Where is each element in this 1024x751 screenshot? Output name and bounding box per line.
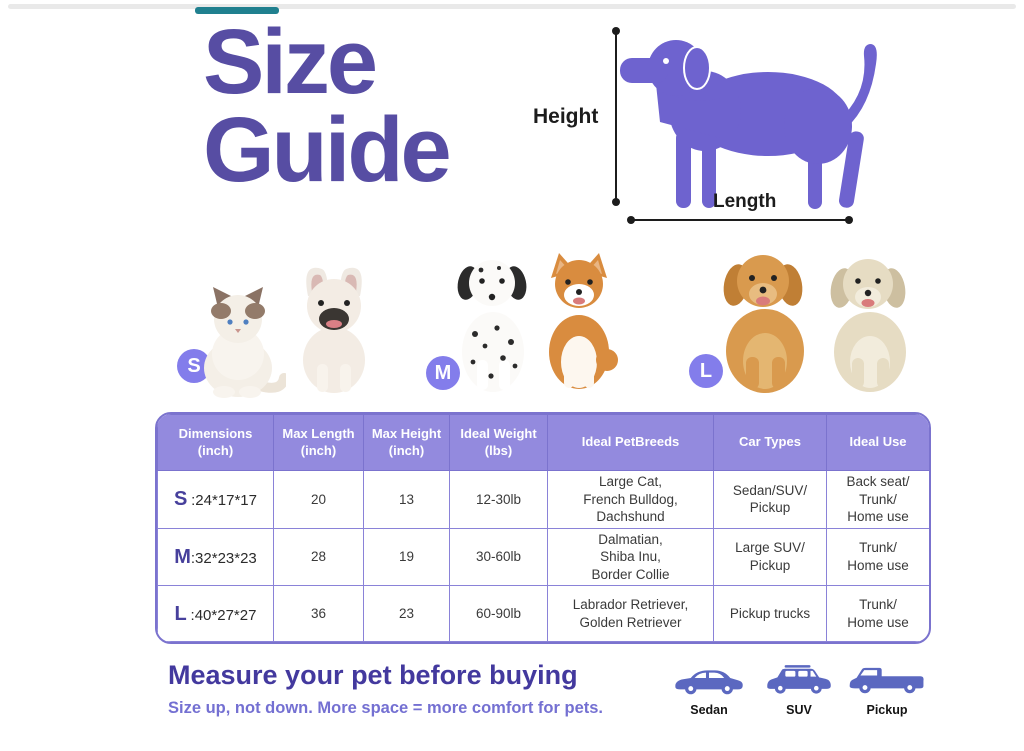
cell-car-types: Pickup trucks (713, 585, 827, 643)
vehicle-suv: SUV (763, 662, 835, 717)
table-row-m: M:32*23*23 28 19 30-60lb Dalmatian, Shib… (157, 527, 929, 587)
cell-max-length: 36 (273, 585, 364, 643)
pickup-label: Pickup (866, 703, 908, 717)
cell-ideal-use: Trunk/ Home use (826, 585, 929, 643)
table-row-l: L :40*27*27 36 23 60-90lb Labrador Retri… (157, 585, 929, 643)
cell-ideal-weight: 60-90lb (449, 585, 548, 643)
size-letter-l: L (174, 602, 187, 625)
sedan-label: Sedan (690, 703, 728, 717)
header-max-height: Max Height (inch) (363, 414, 450, 471)
cell-ideal-use: Trunk/ Home use (826, 527, 929, 587)
suv-label: SUV (786, 703, 812, 717)
title-line-1: Size (203, 11, 378, 113)
cell-max-height: 13 (363, 470, 450, 529)
title-line-2: Guide (203, 99, 452, 201)
pickup-icon (849, 667, 924, 694)
vehicle-pickup: Pickup (846, 660, 928, 717)
footer-heading: Measure your pet before buying (168, 660, 578, 690)
golden-retriever-image (723, 255, 804, 393)
cell-ideal-use: Back seat/ Trunk/ Home use (826, 470, 929, 529)
cell-max-length: 28 (273, 527, 364, 587)
dalmatian-image (457, 260, 527, 392)
cell-ideal-weight: 30-60lb (449, 527, 548, 587)
horizontal-scrollbar-thumb[interactable] (195, 7, 279, 14)
cell-dimensions: L :40*27*27 (157, 585, 274, 643)
suv-icon (767, 665, 831, 694)
dog-silhouette-diagram (620, 40, 877, 209)
cell-max-length: 20 (273, 470, 364, 529)
cell-breeds: Large Cat, French Bulldog, Dachshund (547, 470, 714, 529)
size-badge-m: M (426, 356, 460, 390)
header-dimensions: Dimensions (inch) (157, 414, 274, 471)
length-line-left-dot (627, 216, 635, 224)
horizontal-scrollbar-track[interactable] (8, 4, 1016, 14)
cell-breeds: Dalmatian, Shiba Inu, Border Collie (547, 527, 714, 587)
length-label: Length (713, 191, 777, 212)
height-line-top-dot (612, 27, 620, 35)
cell-car-types: Large SUV/ Pickup (713, 527, 827, 587)
cell-car-types: Sedan/SUV/ Pickup (713, 470, 827, 529)
shiba-inu-image (549, 253, 618, 389)
size-table: Dimensions (inch) Max Length (inch) Max … (155, 412, 931, 645)
cell-max-height: 23 (363, 585, 450, 643)
cell-ideal-weight: 12-30lb (449, 470, 548, 529)
size-letter-m: M (174, 545, 191, 568)
cell-max-height: 19 (363, 527, 450, 587)
footer-subheading: Size up, not down. More space = more com… (168, 699, 604, 717)
height-label: Height (533, 105, 599, 128)
cell-dimensions: M:32*23*23 (157, 527, 274, 587)
page-title: Size Guide (203, 11, 452, 201)
header-max-length: Max Length (inch) (273, 414, 364, 471)
cell-breeds: Labrador Retriever, Golden Retriever (547, 585, 714, 643)
length-measure-line (631, 219, 849, 221)
size-letter-s: S (173, 488, 188, 511)
sedan-icon (675, 670, 743, 695)
cell-dimensions: S :24*17*17 (157, 470, 274, 529)
header-ideal-petbreeds: Ideal PetBreeds (547, 414, 714, 471)
ragdoll-cat-image (204, 287, 286, 398)
french-bulldog-image (303, 267, 365, 393)
vehicle-sedan: Sedan (671, 662, 747, 717)
header-ideal-use: Ideal Use (826, 414, 929, 471)
labrador-retriever-image (830, 259, 906, 392)
table-row-s: S :24*17*17 20 13 12-30lb Large Cat, Fre… (157, 470, 929, 529)
table-header-row: Dimensions (inch) Max Length (inch) Max … (157, 414, 929, 471)
header-ideal-weight: Ideal Weight (lbs) (449, 414, 548, 471)
length-line-right-dot (845, 216, 853, 224)
dog-eye (663, 58, 669, 64)
height-line-bottom-dot (612, 198, 620, 206)
size-badge-l: L (689, 354, 723, 388)
header-car-types: Car Types (713, 414, 827, 471)
height-measure-line (615, 31, 617, 202)
